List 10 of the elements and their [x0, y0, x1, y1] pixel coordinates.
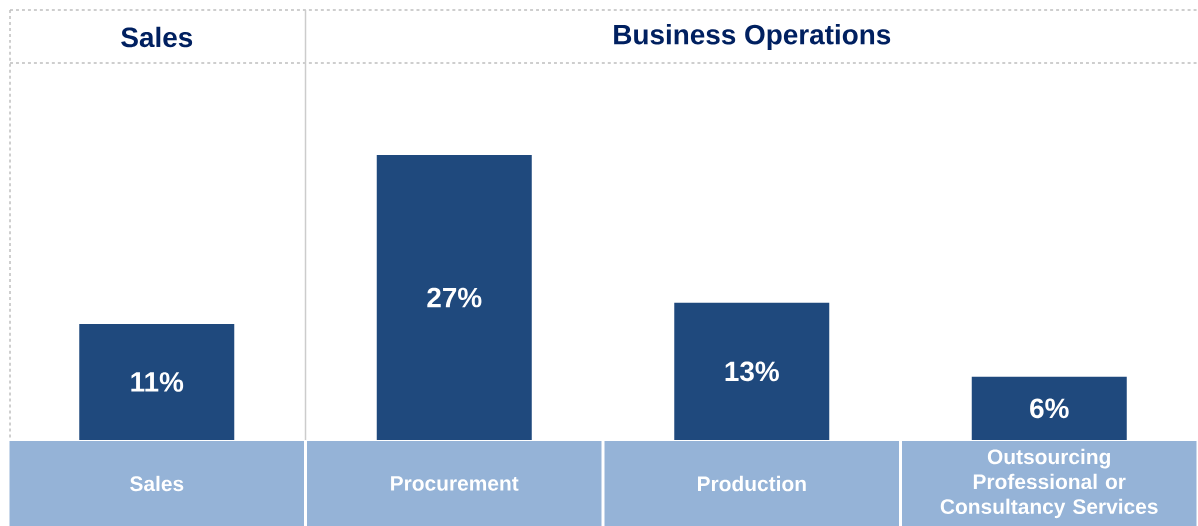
x-tick-label: Outsourcing Professional or Consultancy Services	[940, 448, 1158, 519]
text: Sales	[121, 26, 193, 48]
data-label: 6%	[1030, 398, 1069, 419]
data-label: 11%	[131, 372, 184, 392]
x-tick-label: Sales	[130, 475, 184, 492]
data-label: 27%	[427, 287, 482, 308]
data-label: 13%	[725, 361, 779, 382]
text: Business Operations	[614, 24, 891, 50]
x-tick-label: Procurement	[391, 476, 519, 491]
x-tick-label: Production	[698, 475, 806, 492]
